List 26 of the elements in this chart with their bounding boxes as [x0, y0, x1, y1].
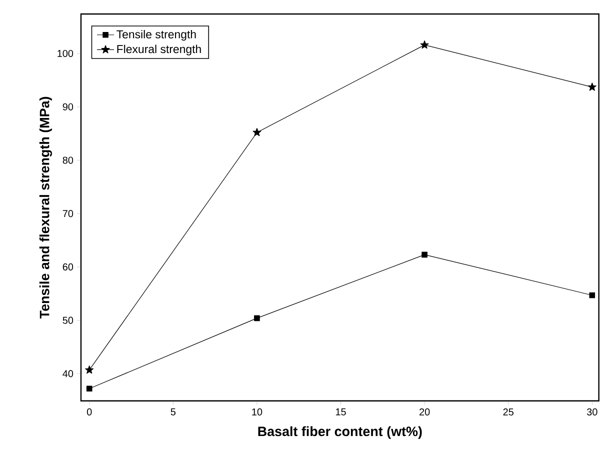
- x-tick-label: 0: [86, 408, 92, 416]
- point: [85, 366, 94, 374]
- y-tick-label: 90: [62, 103, 74, 110]
- y-tick-label: 80: [62, 156, 74, 164]
- y-tick-label: 100: [58, 50, 74, 58]
- point: [254, 315, 260, 322]
- point: [588, 82, 596, 91]
- y-tick-label: 70: [62, 210, 74, 218]
- point: [589, 292, 596, 298]
- point: [252, 128, 262, 136]
- point: [420, 40, 429, 49]
- point: [86, 386, 92, 392]
- legend-label: Tensile strength: [116, 30, 196, 41]
- point: [422, 252, 428, 258]
- y-axis-title: Tensile and flexural strength (MPa): [39, 96, 52, 319]
- y-tick-label: 50: [62, 316, 74, 324]
- x-tick-label: 10: [252, 408, 262, 416]
- legend-label: Flexural strength: [117, 44, 201, 56]
- x-tick-label: 20: [420, 408, 430, 416]
- x-tick-label: 25: [503, 408, 514, 416]
- y-tick-label: 40: [62, 370, 74, 378]
- x-tick-label: 5: [170, 408, 176, 416]
- y-tick-label: 60: [62, 263, 74, 271]
- x-tick-label: 30: [586, 408, 598, 416]
- x-tick-label: 15: [336, 408, 346, 416]
- x-axis-title: Basalt fiber content (wt%): [258, 426, 422, 439]
